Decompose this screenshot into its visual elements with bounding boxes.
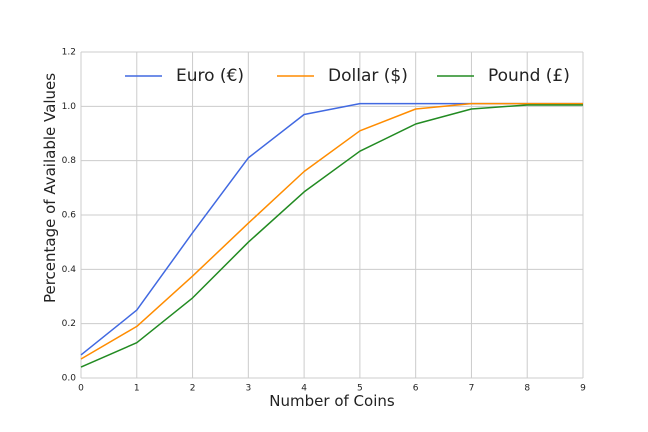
x-tick-label: 9 <box>580 384 586 394</box>
x-axis-ticks: 0 1 2 3 4 5 6 7 8 9 <box>78 384 586 394</box>
series-line-2 <box>80 104 583 368</box>
series-lines <box>80 102 583 368</box>
y-axis-ticks: 0.0 0.2 0.4 0.6 0.8 1.0 1.2 <box>62 48 77 384</box>
x-tick-label: 0 <box>78 384 84 394</box>
x-tick-label: 2 <box>190 384 196 394</box>
x-tick-label: 5 <box>357 384 363 394</box>
grid <box>80 51 584 379</box>
x-tick-label: 7 <box>469 384 475 394</box>
legend-label: Euro (€) <box>176 66 244 86</box>
x-tick-label: 3 <box>245 384 251 394</box>
x-tick-label: 1 <box>134 384 140 394</box>
legend-label: Pound (£) <box>488 66 570 86</box>
y-tick-label: 1.0 <box>62 102 77 112</box>
legend-label: Dollar ($) <box>328 66 408 86</box>
y-tick-label: 0.8 <box>62 156 77 166</box>
x-axis-label: Number of Coins <box>269 392 395 410</box>
x-tick-label: 6 <box>413 384 419 394</box>
x-tick-label: 4 <box>301 384 307 394</box>
y-tick-label: 1.2 <box>62 48 76 58</box>
y-tick-label: 0.0 <box>62 374 77 384</box>
y-tick-label: 0.6 <box>62 211 77 221</box>
x-tick-label: 8 <box>524 384 530 394</box>
y-tick-label: 0.4 <box>62 265 77 275</box>
y-tick-label: 0.2 <box>62 319 76 329</box>
legend: Euro (€) Dollar ($) Pound (£) <box>125 66 570 86</box>
series-line-0 <box>80 102 583 356</box>
y-axis-label: Percentage of Available Values <box>41 73 59 303</box>
series-line-1 <box>80 102 583 360</box>
